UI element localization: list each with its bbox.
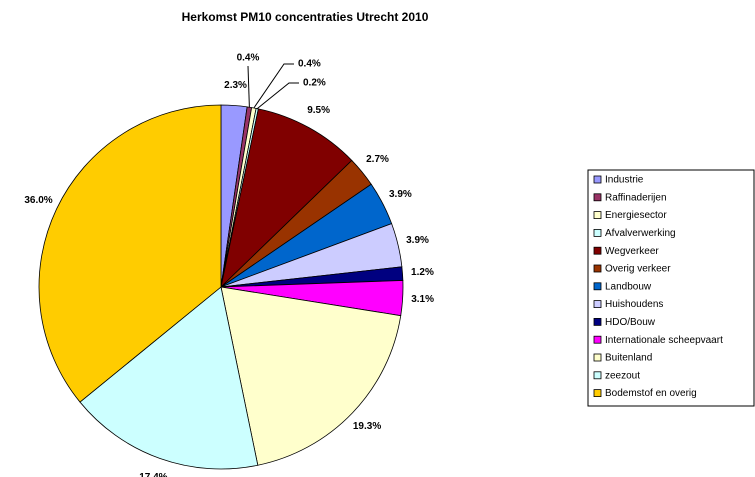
value-label: 2.3% xyxy=(224,80,247,91)
legend-label: Landbouw xyxy=(605,281,652,292)
value-label: 36.0% xyxy=(24,195,52,206)
pie-slice xyxy=(220,108,353,289)
value-label: 0.2% xyxy=(303,78,326,89)
legend-label: Wegverkeer xyxy=(605,246,659,257)
legend-swatch xyxy=(593,246,602,255)
legend-swatch xyxy=(593,175,602,184)
legend-label: Overig verkeer xyxy=(605,264,671,275)
value-label: 19.3% xyxy=(353,421,381,432)
legend-label: HDO/Bouw xyxy=(605,317,656,328)
legend-swatch xyxy=(593,264,602,273)
value-label: 2.7% xyxy=(366,154,389,165)
pie-slice xyxy=(220,286,402,466)
legend-label: Huishoudens xyxy=(605,299,663,310)
legend-box xyxy=(587,169,755,407)
legend-label: Buitenland xyxy=(605,353,652,364)
legend-label: Energiesector xyxy=(605,210,667,221)
value-label: 9.5% xyxy=(307,105,330,116)
legend-label: Raffinaderijen xyxy=(605,192,667,203)
leader-line xyxy=(247,65,250,108)
legend-swatch xyxy=(593,353,602,362)
value-label: 0.4% xyxy=(237,53,260,64)
pie-slice xyxy=(38,104,222,403)
legend-swatch xyxy=(593,211,602,220)
value-label: 3.1% xyxy=(411,294,434,305)
leader-line xyxy=(256,82,299,110)
legend-swatch xyxy=(593,282,602,291)
legend-swatch xyxy=(593,317,602,326)
value-label: 1.2% xyxy=(411,267,434,278)
legend-swatch xyxy=(593,389,602,398)
legend-swatch xyxy=(593,228,602,237)
legend-label: Afvalverwerking xyxy=(605,228,676,239)
legend-label: Industrie xyxy=(605,175,644,186)
legend-swatch xyxy=(593,335,602,344)
value-label: 3.9% xyxy=(406,235,429,246)
value-label: 17.4% xyxy=(139,472,167,477)
pie-slice xyxy=(79,286,259,470)
value-label: 0.4% xyxy=(298,59,321,70)
legend-label: Bodemstof en overig xyxy=(605,388,697,399)
legend-swatch xyxy=(593,371,602,380)
legend-swatch xyxy=(593,193,602,202)
legend-label: Internationale scheepvaart xyxy=(605,335,723,346)
legend-label: zeezout xyxy=(605,370,640,381)
leader-line xyxy=(253,63,294,109)
legend-swatch xyxy=(593,300,602,309)
value-label: 3.9% xyxy=(389,189,412,200)
chart-title: Herkomst PM10 concentraties Utrecht 2010 xyxy=(182,10,429,24)
